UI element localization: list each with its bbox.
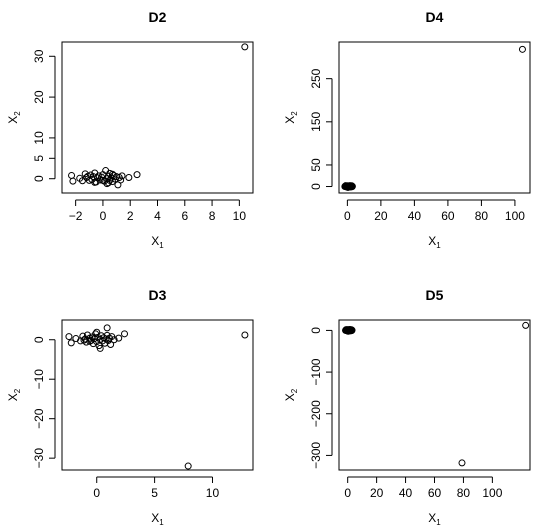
x-axis-label: X1 xyxy=(151,511,164,526)
y-tick-label: −200 xyxy=(309,400,323,427)
x-tick-label: 80 xyxy=(457,486,471,500)
data-point xyxy=(458,459,466,467)
data-point xyxy=(69,177,77,185)
y-tick-label: 5 xyxy=(32,155,46,162)
data-point xyxy=(133,171,141,179)
x-tick-label: 8 xyxy=(209,209,216,223)
data-point xyxy=(184,462,192,470)
y-tick-label: 50 xyxy=(309,158,323,172)
x-tick-label: 100 xyxy=(482,486,502,500)
panel-title: D5 xyxy=(426,287,444,303)
data-point xyxy=(80,336,88,344)
y-tick-label: −20 xyxy=(32,408,46,429)
panel-title: D4 xyxy=(426,9,444,25)
y-tick-label: −30 xyxy=(32,448,46,469)
data-point xyxy=(104,179,112,187)
panel-title: D2 xyxy=(149,9,167,25)
data-point xyxy=(108,170,116,178)
panel-title: D3 xyxy=(149,287,167,303)
data-point xyxy=(68,171,76,179)
x-tick-label: 10 xyxy=(233,209,247,223)
panel-d3: D3 0 5 10 0 −10 −20 −30 X1 X2 xyxy=(6,287,254,526)
data-point xyxy=(344,183,352,191)
data-point xyxy=(65,333,73,341)
data-point xyxy=(241,43,249,51)
data-point xyxy=(67,339,75,347)
x-tick-label: 0 xyxy=(344,486,351,500)
x-tick-label: 0 xyxy=(344,209,351,223)
data-point xyxy=(82,338,90,346)
y-tick-label: −10 xyxy=(32,369,46,390)
x-tick-label: 4 xyxy=(154,209,161,223)
data-point xyxy=(125,173,133,181)
data-point xyxy=(115,334,123,342)
plot-box xyxy=(338,319,531,471)
data-point xyxy=(341,183,349,191)
x-tick-label: 40 xyxy=(408,209,422,223)
x-tick-label: 0 xyxy=(93,486,100,500)
y-tick-label: 10 xyxy=(32,131,46,145)
data-point xyxy=(110,336,118,344)
data-point xyxy=(522,321,530,329)
plot-box xyxy=(61,319,254,471)
x-tick-label: 2 xyxy=(127,209,134,223)
y-tick-label: 250 xyxy=(309,68,323,88)
x-tick-label: 40 xyxy=(399,486,413,500)
data-point xyxy=(107,340,115,348)
data-point xyxy=(342,326,350,334)
data-point xyxy=(117,176,125,184)
data-point xyxy=(121,330,129,338)
data-point xyxy=(343,183,351,191)
x-tick-label: 100 xyxy=(505,209,525,223)
x-tick-label: 0 xyxy=(100,209,107,223)
x-tick-label: 20 xyxy=(374,209,388,223)
panel-d5: D5 0 20 40 60 80 100 0 −100 −200 −300 X1 X2 xyxy=(283,287,531,526)
x-tick-label: 80 xyxy=(475,209,489,223)
x-tick-label: 60 xyxy=(428,486,442,500)
y-axis-label: X2 xyxy=(6,388,22,401)
x-tick-label: 5 xyxy=(151,486,158,500)
x-tick-label: 10 xyxy=(206,486,220,500)
y-tick-label: 0 xyxy=(309,327,323,334)
y-tick-label: −300 xyxy=(309,442,323,469)
data-point xyxy=(84,172,92,180)
y-tick-label: −100 xyxy=(309,358,323,385)
data-point xyxy=(343,326,351,334)
data-point xyxy=(91,178,99,186)
x-tick-label: 60 xyxy=(441,209,455,223)
x-tick-label: −2 xyxy=(69,209,83,223)
y-tick-label: 0 xyxy=(32,336,46,343)
y-axis-label: X2 xyxy=(283,111,299,124)
y-tick-label: 20 xyxy=(32,90,46,104)
panel-d4: D4 0 20 40 60 80 100 0 50 150 250 X1 X2 xyxy=(283,9,531,250)
y-tick-label: 150 xyxy=(309,111,323,131)
y-tick-label: 0 xyxy=(32,175,46,182)
y-tick-label: 30 xyxy=(32,49,46,63)
data-point xyxy=(103,324,111,332)
data-point xyxy=(241,331,249,339)
y-axis-label: X2 xyxy=(283,388,299,401)
x-tick-label: 6 xyxy=(181,209,188,223)
y-tick-label: 0 xyxy=(309,183,323,190)
data-point xyxy=(518,45,526,53)
x-tick-label: 20 xyxy=(370,486,384,500)
data-point xyxy=(344,327,352,335)
data-point xyxy=(118,172,126,180)
data-point xyxy=(93,328,101,336)
x-axis-label: X1 xyxy=(428,234,441,250)
x-axis-label: X1 xyxy=(428,511,441,526)
plot-box xyxy=(338,41,531,194)
data-point xyxy=(348,182,356,190)
y-axis-label: X2 xyxy=(6,111,22,124)
x-axis-label: X1 xyxy=(151,234,164,250)
panel-d2: D2 −2 0 2 4 6 8 10 0 5 10 20 30 X1 X2 xyxy=(6,9,254,250)
plot-box xyxy=(61,41,254,194)
data-point xyxy=(347,326,355,334)
data-point xyxy=(96,344,104,352)
